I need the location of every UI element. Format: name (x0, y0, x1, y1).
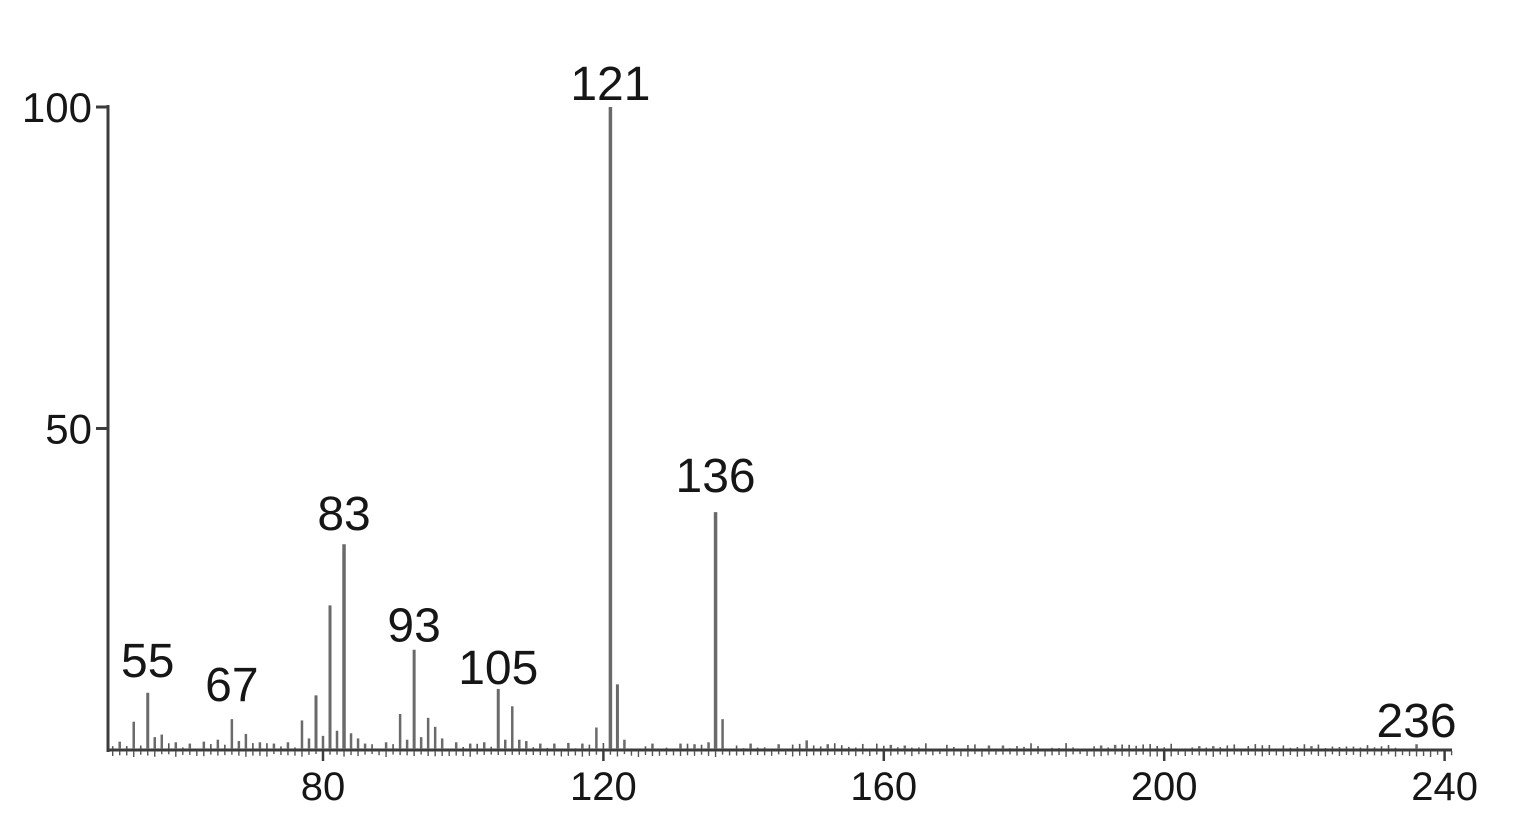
peak-label: 236 (1377, 695, 1457, 748)
x-tick-label: 120 (570, 765, 637, 809)
y-tick-label: 50 (45, 406, 92, 453)
x-tick-label: 160 (850, 765, 917, 809)
peak-label: 55 (121, 635, 174, 688)
x-tick-label: 80 (301, 765, 346, 809)
x-tick-label: 240 (1411, 765, 1478, 809)
peak-label: 67 (205, 659, 258, 712)
peak-label: 83 (317, 488, 370, 541)
peak-label: 105 (458, 642, 538, 695)
peak-label: 93 (387, 600, 440, 653)
y-tick-label: 100 (22, 84, 92, 131)
peak-label: 136 (676, 450, 756, 503)
x-tick-label: 200 (1131, 765, 1198, 809)
peak-label: 121 (570, 58, 650, 111)
